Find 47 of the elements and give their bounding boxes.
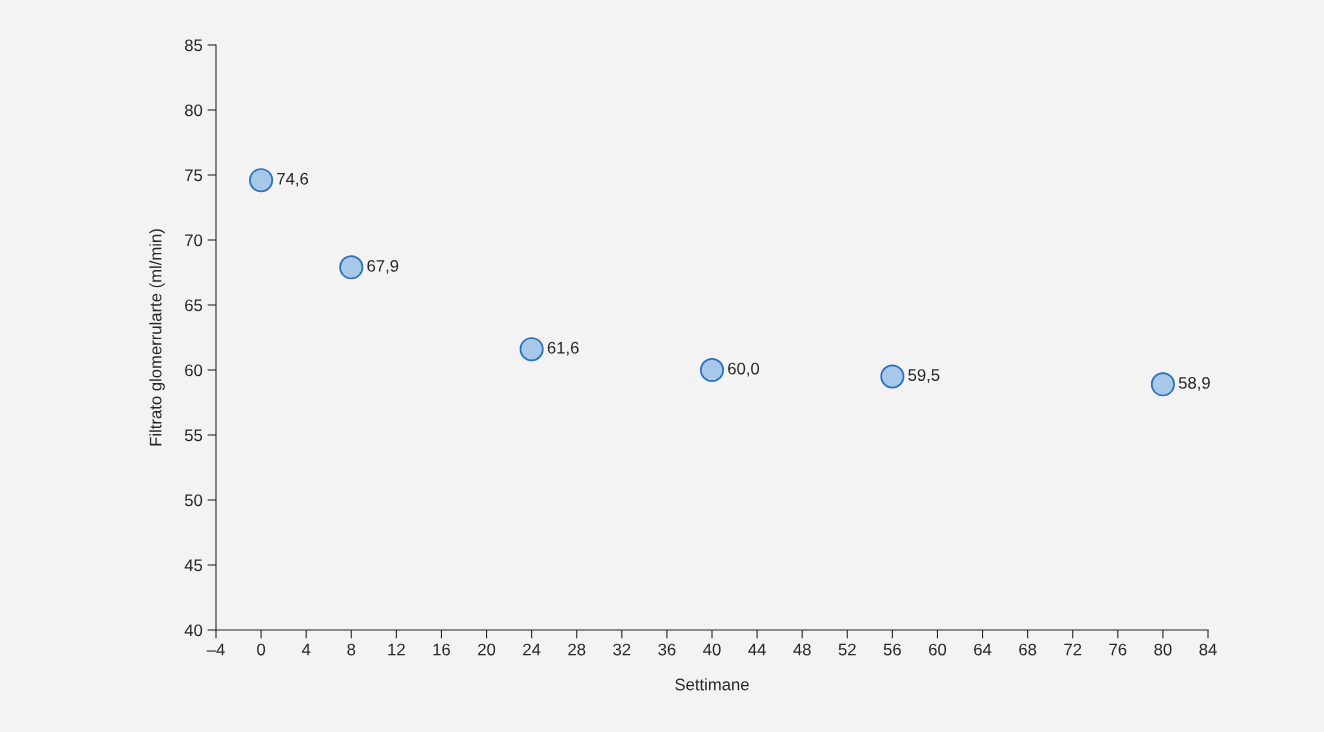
point (519, 337, 544, 362)
x-tick-label: 20 (478, 643, 496, 656)
x-tick-label: 28 (568, 643, 586, 656)
x-tick-label: 76 (1109, 643, 1127, 656)
y-tick-label: 45 (184, 559, 203, 572)
x-tick-label: 24 (523, 643, 541, 656)
point (699, 357, 725, 383)
y-tick-label: 85 (184, 39, 203, 52)
data-label: 67,9 (367, 259, 399, 274)
x-tick-label: 44 (748, 643, 766, 656)
x-tick-label: 32 (613, 643, 631, 656)
x-tick-label: 8 (347, 643, 356, 656)
x-tick-label: 72 (1064, 643, 1082, 656)
y-tick-label: 75 (185, 169, 203, 182)
x-tick-label: 40 (703, 643, 721, 656)
x-tick-label: 84 (1199, 643, 1217, 656)
x-axis-title: Settimane (675, 678, 749, 691)
point (1150, 372, 1175, 397)
data-label: 60,0 (728, 362, 760, 377)
y-tick-label: 65 (185, 299, 203, 312)
x-tick-label: 64 (974, 643, 992, 656)
x-tick-label: 80 (1154, 643, 1172, 656)
data-label: 61,6 (547, 341, 579, 356)
x-tick-label: 56 (883, 643, 901, 656)
x-tick-label: 12 (388, 643, 405, 656)
x-tick-label: 36 (658, 643, 676, 656)
y-tick-label: 50 (184, 494, 203, 507)
point (249, 168, 274, 193)
y-tick-label: 70 (185, 234, 203, 247)
x-tick-label: 0 (257, 643, 266, 656)
y-axis-title: Filtrato glomerrularte (ml/min) (149, 229, 165, 446)
x-tick-label: 60 (929, 643, 947, 656)
x-tick-label: 52 (838, 643, 856, 656)
data-label: 74,6 (277, 172, 309, 187)
point (339, 255, 364, 280)
x-tick-label: 48 (793, 643, 811, 656)
y-tick-label: 80 (184, 104, 203, 117)
y-tick-label: 40 (184, 624, 203, 637)
x-tick-label: 16 (433, 643, 450, 656)
y-tick-label: 60 (185, 364, 203, 377)
x-tick-label: –4 (206, 643, 225, 656)
point (880, 364, 905, 389)
data-label: 58,9 (1178, 376, 1210, 391)
x-tick-label: 4 (301, 643, 311, 656)
x-tick-label: 68 (1019, 643, 1037, 656)
y-tick-label: 55 (184, 429, 203, 442)
data-label: 59,5 (908, 369, 940, 383)
